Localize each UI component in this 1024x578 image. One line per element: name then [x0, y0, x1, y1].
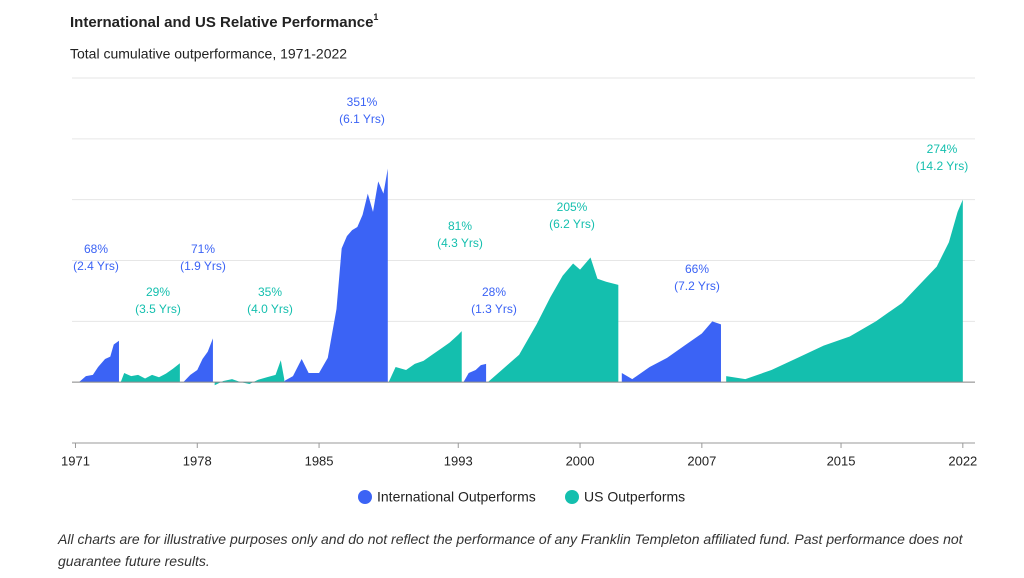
annotation-duration: (14.2 Yrs) [916, 159, 968, 173]
area [214, 360, 285, 386]
area [78, 340, 119, 383]
area [487, 257, 619, 383]
annotation-value: 274% [927, 142, 958, 156]
title-text: International and US Relative Performanc… [70, 14, 373, 31]
x-tick-label: 2015 [827, 453, 856, 468]
x-tick-label: 1978 [183, 453, 212, 468]
title-note: 1 [373, 12, 378, 22]
legend-label: International Outperforms [377, 489, 536, 505]
annotation-duration: (6.2 Yrs) [549, 217, 595, 231]
area [463, 363, 487, 383]
annotation-duration: (2.4 Yrs) [73, 259, 119, 273]
annotation-value: 205% [557, 200, 588, 214]
x-tick-label: 1985 [305, 453, 334, 468]
area [726, 199, 963, 383]
annotation-value: 66% [685, 262, 709, 276]
annotation-value: 351% [347, 95, 378, 109]
annotation-duration: (1.9 Yrs) [180, 259, 226, 273]
x-tick-label: 1971 [61, 453, 90, 468]
x-tick-label: 2000 [566, 453, 595, 468]
annotation-value: 28% [482, 285, 506, 299]
footnote: All charts are for illustrative purposes… [58, 531, 963, 569]
area [388, 331, 462, 383]
annotation-value: 81% [448, 219, 472, 233]
x-tick-label: 2022 [948, 453, 977, 468]
annotation-value: 29% [146, 285, 170, 299]
chart-subtitle: Total cumulative outperformance, 1971-20… [70, 46, 347, 62]
chart-title: International and US Relative Performanc… [70, 12, 378, 31]
legend-label: US Outperforms [584, 489, 685, 505]
legend-marker [358, 490, 372, 504]
annotation-duration: (4.0 Yrs) [247, 302, 293, 316]
annotation-duration: (1.3 Yrs) [471, 302, 517, 316]
annotation-duration: (3.5 Yrs) [135, 302, 181, 316]
annotation-value: 71% [191, 242, 215, 256]
legend-marker [565, 490, 579, 504]
annotation-duration: (7.2 Yrs) [674, 279, 720, 293]
chart: International and US Relative Performanc… [61, 12, 977, 505]
area [120, 363, 180, 383]
annotation-value: 35% [258, 285, 282, 299]
annotation-duration: (4.3 Yrs) [437, 236, 483, 250]
area [621, 321, 721, 383]
area [284, 168, 388, 383]
x-tick-label: 2007 [687, 453, 716, 468]
area [183, 338, 213, 383]
annotation-duration: (6.1 Yrs) [339, 112, 385, 126]
annotation-value: 68% [84, 242, 108, 256]
x-tick-label: 1993 [444, 453, 473, 468]
